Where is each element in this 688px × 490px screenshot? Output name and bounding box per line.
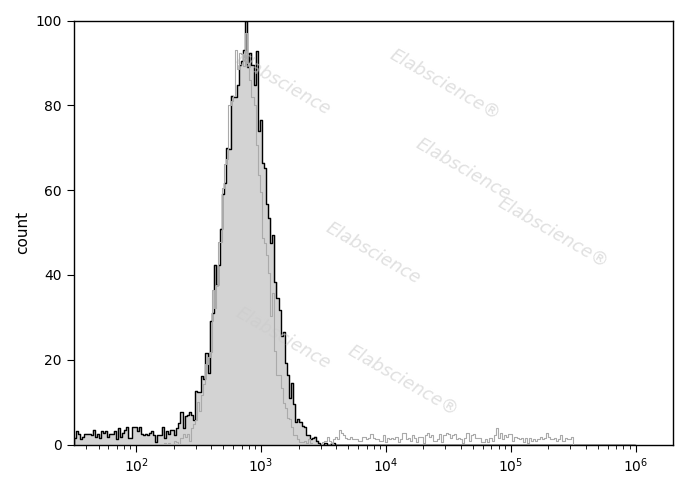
Text: Elabscience®: Elabscience®: [495, 194, 612, 271]
Text: Elabscience®: Elabscience®: [345, 342, 462, 420]
Y-axis label: count: count: [15, 211, 30, 254]
Text: Elabscience: Elabscience: [233, 49, 334, 119]
Text: Elabscience: Elabscience: [413, 135, 514, 203]
Text: Elabscience: Elabscience: [323, 220, 424, 288]
Text: Elabscience: Elabscience: [233, 304, 334, 373]
Text: Elabscience®: Elabscience®: [387, 45, 504, 123]
